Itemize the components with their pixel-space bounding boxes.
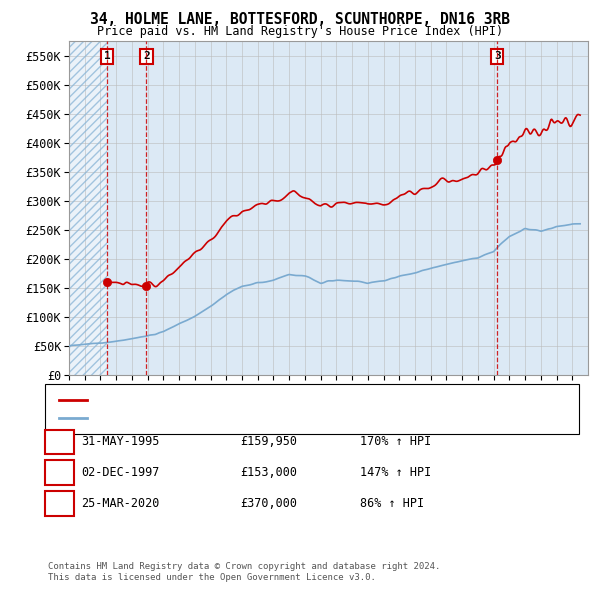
Text: 3: 3: [494, 51, 500, 61]
Text: £153,000: £153,000: [240, 466, 297, 479]
Text: 25-MAR-2020: 25-MAR-2020: [81, 497, 160, 510]
Text: 1: 1: [56, 435, 63, 448]
Text: 34, HOLME LANE, BOTTESFORD, SCUNTHORPE, DN16 3RB (detached house): 34, HOLME LANE, BOTTESFORD, SCUNTHORPE, …: [94, 395, 500, 405]
Text: 1: 1: [104, 51, 110, 61]
Text: 86% ↑ HPI: 86% ↑ HPI: [360, 497, 424, 510]
Text: This data is licensed under the Open Government Licence v3.0.: This data is licensed under the Open Gov…: [48, 573, 376, 582]
Text: HPI: Average price, detached house, North Lincolnshire: HPI: Average price, detached house, Nort…: [94, 414, 432, 423]
Text: Price paid vs. HM Land Registry's House Price Index (HPI): Price paid vs. HM Land Registry's House …: [97, 25, 503, 38]
Text: £159,950: £159,950: [240, 435, 297, 448]
Text: 147% ↑ HPI: 147% ↑ HPI: [360, 466, 431, 479]
Text: 31-MAY-1995: 31-MAY-1995: [81, 435, 160, 448]
Text: 3: 3: [56, 497, 63, 510]
Text: 34, HOLME LANE, BOTTESFORD, SCUNTHORPE, DN16 3RB: 34, HOLME LANE, BOTTESFORD, SCUNTHORPE, …: [90, 12, 510, 27]
Text: 170% ↑ HPI: 170% ↑ HPI: [360, 435, 431, 448]
Text: 2: 2: [143, 51, 150, 61]
Text: £370,000: £370,000: [240, 497, 297, 510]
Text: 2: 2: [56, 466, 63, 479]
Text: Contains HM Land Registry data © Crown copyright and database right 2024.: Contains HM Land Registry data © Crown c…: [48, 562, 440, 571]
Text: 02-DEC-1997: 02-DEC-1997: [81, 466, 160, 479]
